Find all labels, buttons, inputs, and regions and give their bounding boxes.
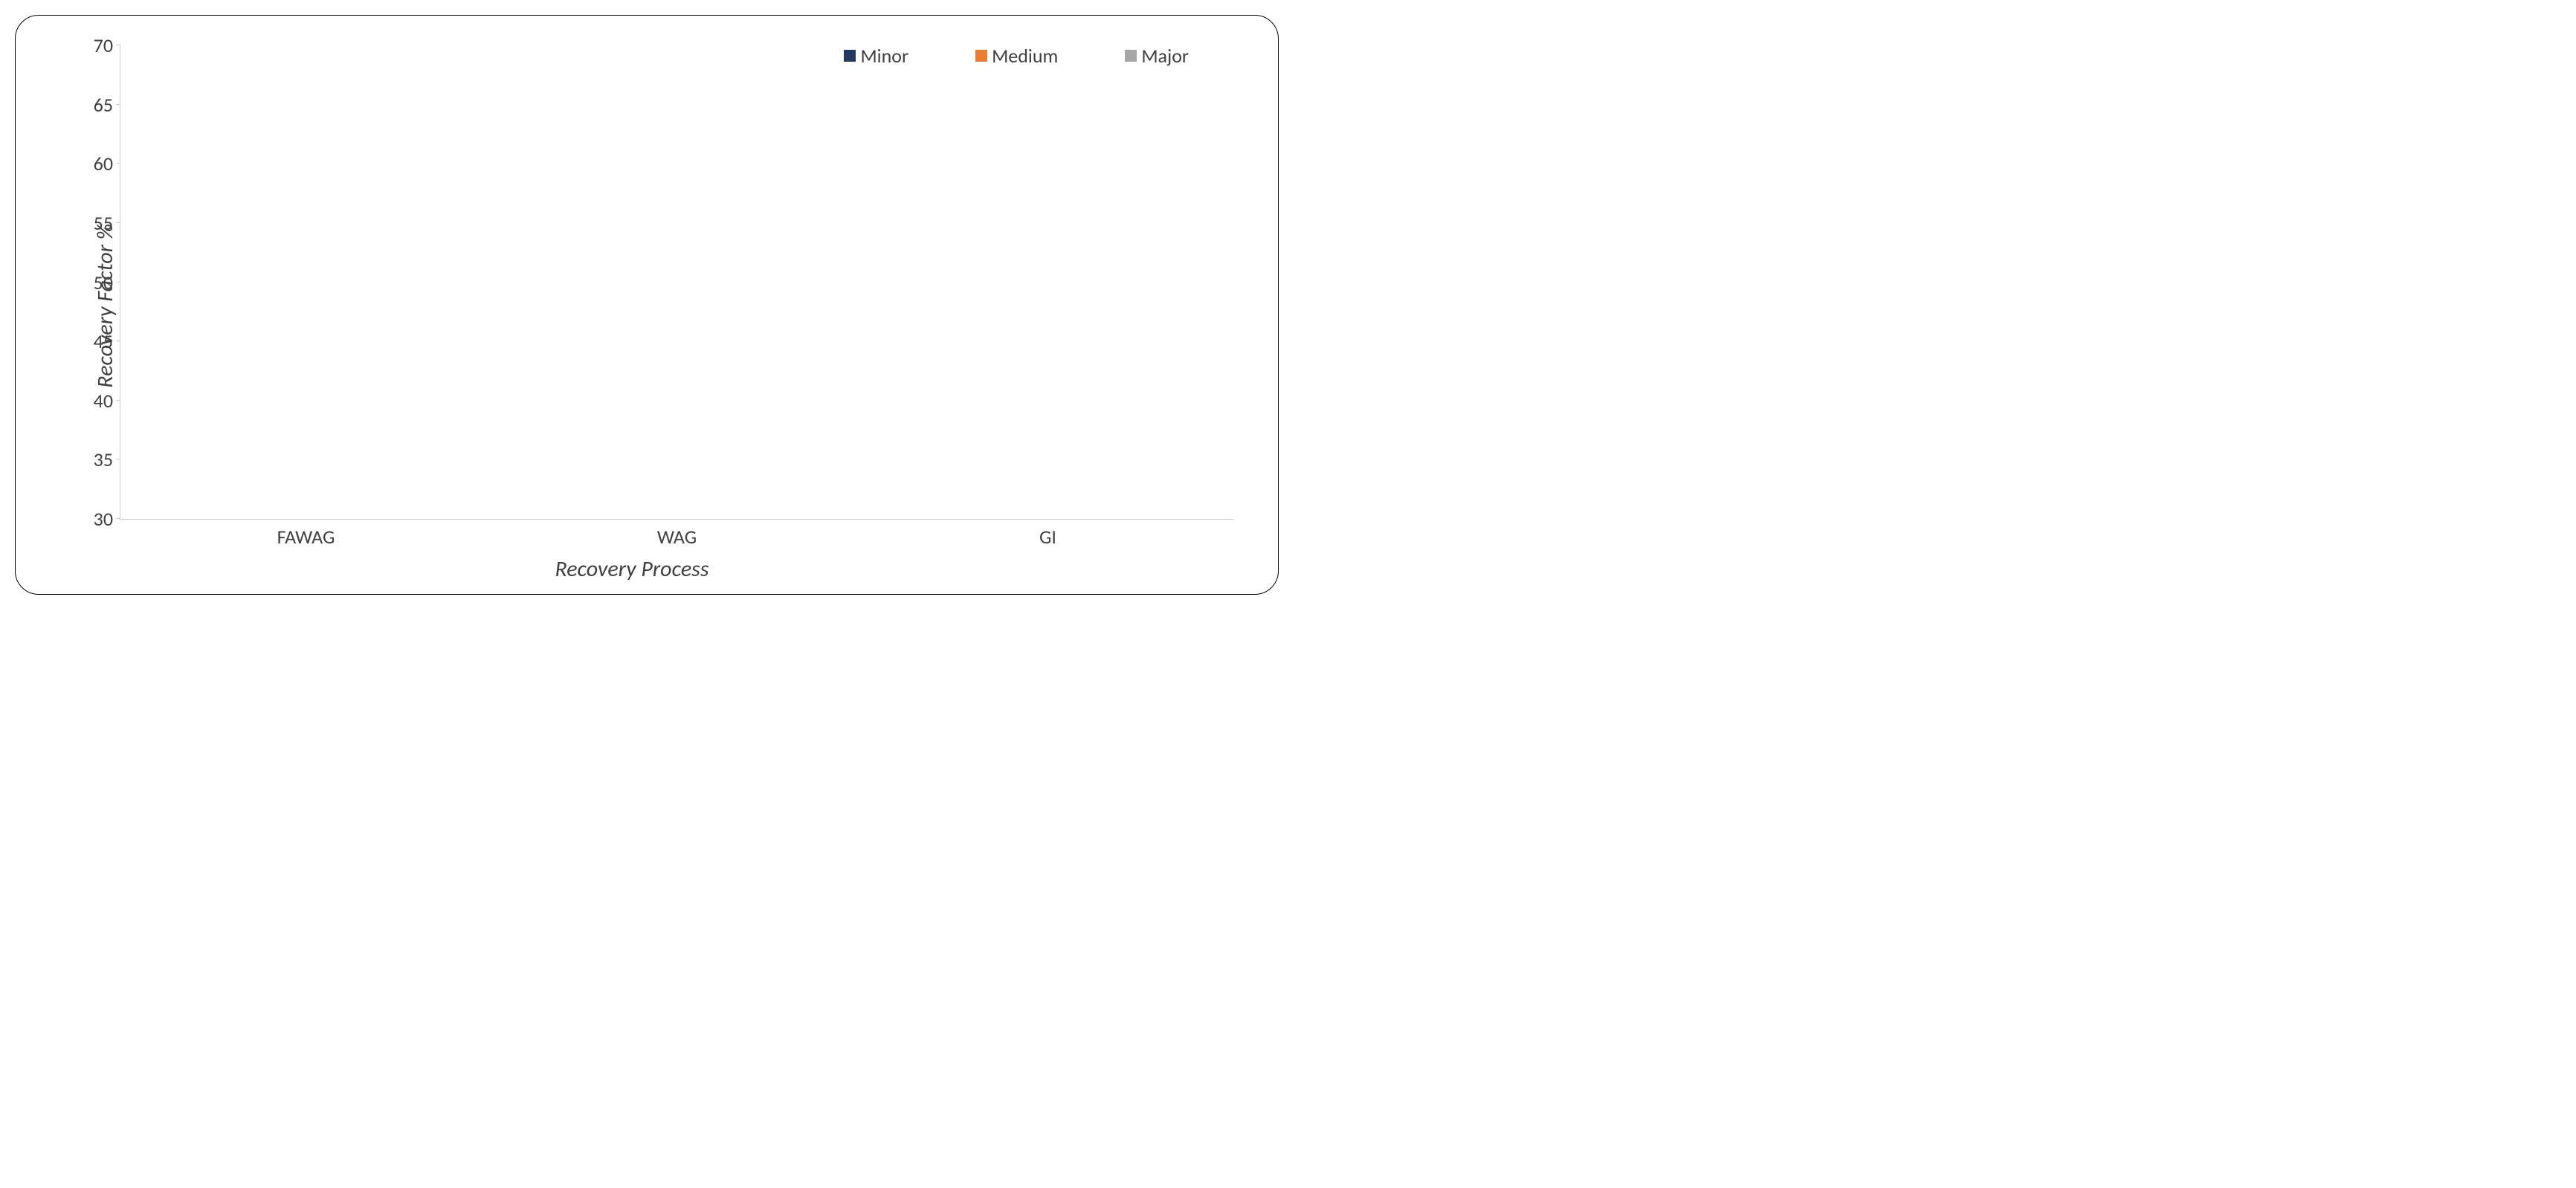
y-tick-label: 55 bbox=[80, 211, 113, 235]
y-tick-label: 45 bbox=[80, 329, 113, 353]
y-tick-label: 35 bbox=[80, 448, 113, 471]
y-tick-mark bbox=[116, 340, 120, 341]
y-axis-label: Recovery Factor % bbox=[91, 224, 119, 388]
y-tick-mark bbox=[116, 104, 120, 105]
chart-inner: Minor Medium Major Recovery Factor % Rec… bbox=[30, 38, 1233, 579]
x-category-label: WAG bbox=[657, 525, 697, 549]
y-tick-label: 60 bbox=[80, 152, 113, 175]
chart-frame: Minor Medium Major Recovery Factor % Rec… bbox=[15, 15, 1279, 595]
y-tick-mark bbox=[116, 282, 120, 283]
y-tick-mark bbox=[116, 518, 120, 519]
y-tick-mark bbox=[116, 163, 120, 164]
x-category-label: FAWAG bbox=[277, 525, 335, 549]
y-tick-label: 65 bbox=[80, 93, 113, 117]
y-tick-label: 40 bbox=[80, 389, 113, 413]
x-category-label: GI bbox=[1039, 525, 1056, 549]
y-tick-mark bbox=[116, 400, 120, 401]
x-axis-label: Recovery Process bbox=[555, 555, 708, 583]
y-tick-label: 50 bbox=[80, 271, 113, 294]
y-tick-mark bbox=[116, 222, 120, 223]
y-tick-label: 30 bbox=[80, 507, 113, 531]
y-tick-label: 70 bbox=[80, 33, 113, 57]
plot-area: 303540455055606570FAWAGWAGGI bbox=[120, 45, 1233, 520]
